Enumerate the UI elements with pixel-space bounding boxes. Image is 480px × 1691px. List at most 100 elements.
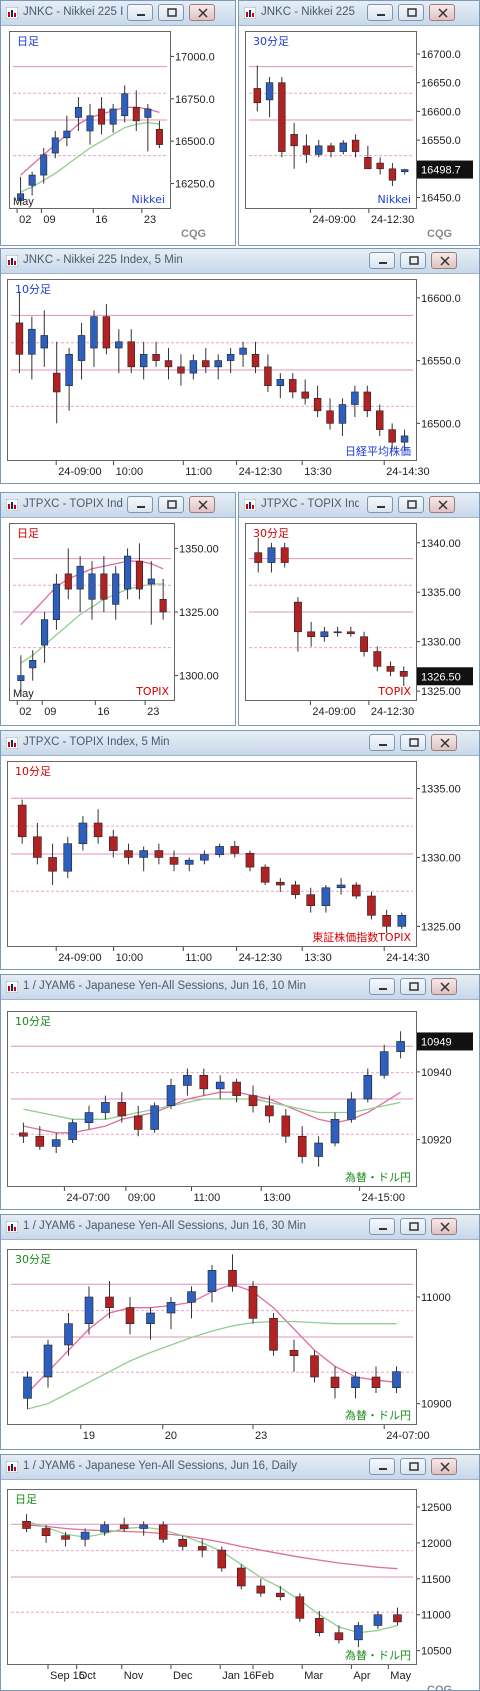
candle-body	[248, 1095, 258, 1107]
y-tick-label: 16450.0	[421, 193, 461, 205]
minimize-button[interactable]	[369, 1218, 395, 1235]
candle-body	[363, 1075, 373, 1100]
candle-body	[125, 1307, 135, 1324]
minimize-button[interactable]	[367, 496, 393, 513]
window-title: 1 / JYAM6 - Japanese Yen-All Sessions, J…	[23, 1220, 306, 1232]
x-tick-label: 16	[97, 706, 109, 718]
x-tick-label: 24-12:30	[239, 466, 282, 478]
maximize-button[interactable]	[400, 1218, 426, 1235]
window-nikkei-daily[interactable]: JNKC - Nikkei 225 Index, Daily 17000.0 16…	[0, 0, 236, 246]
candle-body	[100, 1524, 109, 1533]
last-price-box	[417, 667, 473, 686]
minimize-button[interactable]	[369, 978, 395, 995]
window-yen-10min[interactable]: 1 / JYAM6 - Japanese Yen-All Sessions, J…	[0, 974, 480, 1210]
candle-body	[84, 1112, 94, 1123]
x-tick-label: 13:30	[304, 952, 332, 964]
y-tick-label: 1325.00	[421, 686, 461, 698]
minimize-button[interactable]	[369, 252, 395, 269]
candle-body	[166, 1085, 176, 1107]
maximize-button[interactable]	[400, 252, 426, 269]
minimize-button[interactable]	[127, 4, 153, 21]
window-topix-daily[interactable]: JTPXC - TOPIX Index, Daily 1350.00 1325.0…	[0, 492, 236, 726]
title-bar[interactable]: 1 / JYAM6 - Japanese Yen-All Sessions, J…	[1, 1215, 479, 1240]
y-tick-label: 1335.00	[421, 587, 461, 599]
title-bar[interactable]: JTPXC - TOPIX Index, 30 Min	[239, 493, 479, 518]
x-tick-label: 16	[95, 214, 107, 226]
window-nikkei-5min[interactable]: JNKC - Nikkei 225 Index, 5 Min 16600.0 16…	[0, 248, 480, 484]
candle-body	[40, 154, 48, 176]
window-topix-30min[interactable]: JTPXC - TOPIX Index, 30 Min 1340.00 1335.…	[238, 492, 480, 726]
candle-body	[327, 145, 335, 152]
window-topix-5min[interactable]: JTPXC - TOPIX Index, 5 Min 1335.00 1330.0…	[0, 730, 480, 970]
title-bar[interactable]: JNKC - Nikkei 225 Index, 5 Min	[1, 249, 479, 274]
candle-body	[78, 822, 88, 844]
title-bar[interactable]: 1 / JYAM6 - Japanese Yen-All Sessions, J…	[1, 975, 479, 1000]
symbol-label: TOPIX	[135, 685, 169, 698]
candle-body	[65, 354, 73, 386]
candle-body	[269, 1318, 278, 1351]
maximize-button[interactable]	[158, 496, 184, 513]
symbol-label: 日経平均株価	[345, 444, 411, 458]
candle-body	[351, 1376, 360, 1388]
close-button[interactable]	[431, 734, 457, 751]
candle-body	[98, 108, 106, 125]
candle-body	[393, 1614, 402, 1623]
title-bar[interactable]: JTPXC - TOPIX Index, 5 Min	[1, 731, 479, 756]
maximize-button[interactable]	[400, 734, 426, 751]
x-tick-label: Apr	[353, 1670, 370, 1682]
symbol-label: Nikkei	[378, 193, 411, 206]
close-button[interactable]	[431, 252, 457, 269]
candle-body	[90, 316, 98, 349]
candle-body	[155, 129, 163, 145]
maximize-button[interactable]	[398, 4, 424, 21]
title-bar[interactable]: JNKC - Nikkei 225 Index, 30 Min	[239, 1, 479, 26]
minimize-button[interactable]	[369, 734, 395, 751]
x-month-label: May	[13, 196, 34, 208]
title-bar[interactable]: JNKC - Nikkei 225 Index, Daily	[1, 1, 235, 26]
candle-body	[15, 322, 24, 355]
close-button[interactable]	[189, 496, 215, 513]
y-tick-label: 17000.0	[175, 51, 215, 63]
y-tick-label: 10900	[421, 1399, 452, 1411]
period-label: 30分足	[253, 35, 289, 48]
minimize-button[interactable]	[127, 496, 153, 513]
candle-body	[184, 859, 194, 865]
candle-body	[396, 1041, 405, 1052]
maximize-button[interactable]	[398, 496, 424, 513]
close-button[interactable]	[189, 4, 215, 21]
close-button[interactable]	[429, 496, 455, 513]
brand-logo: CQG	[427, 1684, 452, 1691]
candle-body	[35, 1135, 45, 1147]
candle-body	[264, 366, 272, 386]
minimize-button[interactable]	[367, 4, 393, 21]
x-tick-label: 24-09:00	[58, 952, 101, 964]
title-bar[interactable]: 1 / JYAM6 - Japanese Yen-All Sessions, J…	[1, 1455, 479, 1480]
window-nikkei-30min[interactable]: JNKC - Nikkei 225 Index, 30 Min 16700.01…	[238, 0, 480, 246]
close-button[interactable]	[431, 1458, 457, 1475]
candle-body	[351, 139, 360, 152]
chart-window-icon	[6, 1461, 18, 1473]
close-button[interactable]	[431, 978, 457, 995]
window-yen-30min[interactable]: 1 / JYAM6 - Japanese Yen-All Sessions, J…	[0, 1214, 480, 1450]
y-tick-label: 16550.0	[421, 356, 461, 368]
maximize-button[interactable]	[158, 4, 184, 21]
candle-body	[84, 1296, 94, 1324]
period-label: 10分足	[15, 765, 51, 778]
chart-svg: 16600.0 16550.0 16500.0 24-09:00 10:00 11:00 2…	[11, 283, 461, 478]
candle-body	[360, 636, 369, 652]
candle-body	[202, 360, 210, 368]
title-bar[interactable]: JTPXC - TOPIX Index, Daily	[1, 493, 235, 518]
symbol-label: 東証株価指数TOPIX	[312, 930, 411, 944]
minimize-button[interactable]	[369, 1458, 395, 1475]
window-yen-daily[interactable]: 1 / JYAM6 - Japanese Yen-All Sessions, J…	[0, 1454, 480, 1691]
close-button[interactable]	[431, 1218, 457, 1235]
candle-body	[388, 429, 396, 443]
symbol-label: 為替・ドル円	[345, 1170, 411, 1184]
maximize-button[interactable]	[400, 978, 426, 995]
candle-body	[105, 1296, 114, 1308]
candle-body	[310, 1355, 319, 1378]
candle-body	[100, 573, 108, 600]
maximize-button[interactable]	[400, 1458, 426, 1475]
close-button[interactable]	[429, 4, 455, 21]
